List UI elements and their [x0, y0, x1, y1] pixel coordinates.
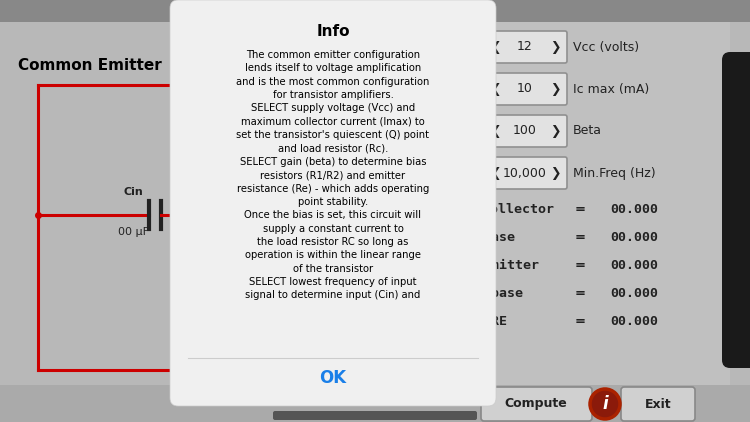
FancyBboxPatch shape	[483, 157, 567, 189]
Text: 00.000: 00.000	[610, 315, 658, 328]
FancyBboxPatch shape	[483, 73, 567, 105]
Text: emitter: emitter	[483, 259, 539, 272]
Text: 12: 12	[518, 41, 532, 54]
Text: OK: OK	[320, 369, 346, 387]
Text: =: =	[574, 259, 586, 272]
FancyBboxPatch shape	[273, 411, 477, 420]
Text: 00.000: 00.000	[610, 231, 658, 244]
Bar	[0, 0, 750, 22]
FancyBboxPatch shape	[722, 52, 750, 368]
Text: Compute: Compute	[505, 398, 567, 411]
Text: =: =	[574, 315, 586, 328]
FancyBboxPatch shape	[483, 115, 567, 147]
Text: 00.000: 00.000	[610, 259, 658, 272]
Text: ❯: ❯	[550, 41, 560, 54]
Text: R1: R1	[316, 113, 332, 123]
Text: collector: collector	[483, 203, 555, 216]
Text: 00.000: 00.000	[610, 203, 658, 216]
Text: 10,000: 10,000	[503, 167, 547, 179]
Text: 00 μF: 00 μF	[118, 227, 148, 237]
Text: Info: Info	[316, 24, 350, 40]
Circle shape	[590, 389, 620, 419]
Text: ❯: ❯	[550, 82, 560, 95]
Text: 00.000: 00.000	[610, 287, 658, 300]
Text: 00 Ω: 00 Ω	[272, 121, 298, 131]
Text: _base: _base	[483, 287, 523, 300]
Text: i: i	[602, 395, 608, 413]
Bar	[0, 385, 750, 422]
Text: ❮: ❮	[490, 82, 500, 95]
FancyBboxPatch shape	[483, 31, 567, 63]
Text: Exit: Exit	[645, 398, 671, 411]
Text: Beta: Beta	[573, 124, 602, 138]
Text: C: C	[455, 278, 465, 292]
Text: base: base	[483, 231, 515, 244]
Text: =: =	[574, 231, 586, 244]
Text: R2: R2	[316, 251, 332, 261]
Text: 100: 100	[513, 124, 537, 138]
Text: =: =	[574, 287, 586, 300]
Text: C: C	[455, 148, 465, 162]
Text: 00 Ω: 00 Ω	[272, 270, 298, 280]
Text: ❯: ❯	[550, 167, 560, 179]
Text: The common emitter configuration
lends itself to voltage amplification
and is th: The common emitter configuration lends i…	[236, 50, 430, 300]
Text: ❯: ❯	[550, 124, 560, 138]
Text: Common Emitter: Common Emitter	[18, 58, 162, 73]
FancyBboxPatch shape	[481, 387, 592, 421]
Bar	[478, 22, 730, 385]
Text: Min.Freq (Hz): Min.Freq (Hz)	[573, 167, 656, 179]
Text: Vcc (volts): Vcc (volts)	[573, 41, 639, 54]
FancyBboxPatch shape	[170, 0, 496, 406]
Text: Cin: Cin	[123, 187, 142, 197]
Text: _RE: _RE	[483, 315, 507, 328]
Text: 10: 10	[517, 82, 533, 95]
Text: ❮: ❮	[490, 167, 500, 179]
Text: ❮: ❮	[490, 41, 500, 54]
Text: Ic max (mA): Ic max (mA)	[573, 82, 650, 95]
Text: =: =	[574, 203, 586, 216]
FancyBboxPatch shape	[621, 387, 695, 421]
Text: ❮: ❮	[490, 124, 500, 138]
